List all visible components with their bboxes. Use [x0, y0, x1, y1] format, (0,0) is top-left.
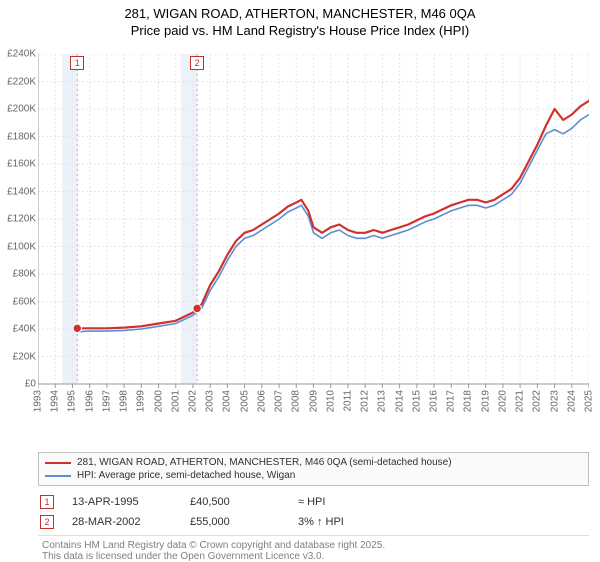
- x-axis-label: 2010: [325, 390, 336, 412]
- x-axis-label: 2000: [153, 390, 164, 412]
- x-axis-label: 2013: [377, 390, 388, 412]
- title-line-1: 281, WIGAN ROAD, ATHERTON, MANCHESTER, M…: [0, 6, 600, 23]
- x-axis-label: 2001: [170, 390, 181, 412]
- x-axis-label: 1997: [101, 390, 112, 412]
- transaction-note: 3% ↑ HPI: [298, 516, 344, 528]
- y-axis-label: £240K: [0, 49, 36, 60]
- x-axis-label: 1993: [33, 390, 44, 412]
- x-axis-label: 2006: [256, 390, 267, 412]
- y-axis-label: £0: [0, 379, 36, 390]
- y-axis-label: £80K: [0, 269, 36, 280]
- y-axis-label: £120K: [0, 214, 36, 225]
- transaction-note: ≈ HPI: [298, 496, 325, 508]
- transaction-price: £40,500: [190, 496, 280, 508]
- legend-label-hpi: HPI: Average price, semi-detached house,…: [77, 470, 295, 481]
- x-axis-label: 2017: [446, 390, 457, 412]
- transaction-date: 28-MAR-2002: [72, 516, 172, 528]
- y-axis-label: £60K: [0, 296, 36, 307]
- legend-row-hpi: HPI: Average price, semi-detached house,…: [45, 469, 582, 482]
- y-axis-label: £160K: [0, 159, 36, 170]
- x-axis-label: 2015: [411, 390, 422, 412]
- x-axis-label: 1994: [50, 390, 61, 412]
- x-axis-label: 2018: [463, 390, 474, 412]
- x-axis-label: 2024: [566, 390, 577, 412]
- x-axis-label: 2005: [239, 390, 250, 412]
- x-axis-label: 2012: [360, 390, 371, 412]
- y-axis-label: £140K: [0, 186, 36, 197]
- transaction-price: £55,000: [190, 516, 280, 528]
- title-line-2: Price paid vs. HM Land Registry's House …: [0, 23, 600, 40]
- copyright-line-1: Contains HM Land Registry data © Crown c…: [42, 540, 583, 551]
- x-axis-label: 2014: [394, 390, 405, 412]
- legend-swatch-hpi: [45, 475, 71, 477]
- transaction-row: 2 28-MAR-2002 £55,000 3% ↑ HPI: [38, 512, 589, 532]
- legend-label-price-paid: 281, WIGAN ROAD, ATHERTON, MANCHESTER, M…: [77, 457, 452, 468]
- chart-footer: 281, WIGAN ROAD, ATHERTON, MANCHESTER, M…: [38, 452, 589, 562]
- x-axis-label: 2003: [205, 390, 216, 412]
- transaction-date: 13-APR-1995: [72, 496, 172, 508]
- y-axis-label: £20K: [0, 351, 36, 362]
- chart-marker-1: 1: [70, 56, 84, 70]
- y-axis-label: £40K: [0, 324, 36, 335]
- y-axis-label: £100K: [0, 241, 36, 252]
- x-axis-label: 2009: [308, 390, 319, 412]
- copyright-block: Contains HM Land Registry data © Crown c…: [38, 535, 589, 562]
- y-axis-label: £220K: [0, 76, 36, 87]
- chart-container: 281, WIGAN ROAD, ATHERTON, MANCHESTER, M…: [0, 0, 600, 560]
- x-axis-label: 2016: [429, 390, 440, 412]
- transaction-marker: 1: [40, 495, 54, 509]
- x-axis-label: 1995: [67, 390, 78, 412]
- x-axis-label: 2023: [549, 390, 560, 412]
- x-axis-label: 1999: [136, 390, 147, 412]
- x-axis-label: 2021: [515, 390, 526, 412]
- legend-swatch-price-paid: [45, 462, 71, 464]
- y-axis-label: £180K: [0, 131, 36, 142]
- chart-area: £0£20K£40K£60K£80K£100K£120K£140K£160K£1…: [38, 54, 589, 416]
- x-axis-label: 2020: [497, 390, 508, 412]
- x-axis-label: 2019: [480, 390, 491, 412]
- transaction-marker: 2: [40, 515, 54, 529]
- transaction-row: 1 13-APR-1995 £40,500 ≈ HPI: [38, 492, 589, 512]
- x-axis-label: 2011: [342, 390, 353, 412]
- x-axis-label: 2008: [291, 390, 302, 412]
- chart-marker-2: 2: [190, 56, 204, 70]
- x-axis-label: 1998: [119, 390, 130, 412]
- x-axis-label: 2002: [187, 390, 198, 412]
- x-axis-label: 2022: [532, 390, 543, 412]
- copyright-line-2: This data is licensed under the Open Gov…: [42, 551, 583, 562]
- legend-row-price-paid: 281, WIGAN ROAD, ATHERTON, MANCHESTER, M…: [45, 456, 582, 469]
- chart-svg: [38, 54, 589, 416]
- x-axis-label: 2007: [274, 390, 285, 412]
- y-axis-label: £200K: [0, 104, 36, 115]
- x-axis-label: 2025: [584, 390, 595, 412]
- x-axis-label: 2004: [222, 390, 233, 412]
- x-axis-label: 1996: [84, 390, 95, 412]
- chart-title: 281, WIGAN ROAD, ATHERTON, MANCHESTER, M…: [0, 0, 600, 40]
- legend-box: 281, WIGAN ROAD, ATHERTON, MANCHESTER, M…: [38, 452, 589, 486]
